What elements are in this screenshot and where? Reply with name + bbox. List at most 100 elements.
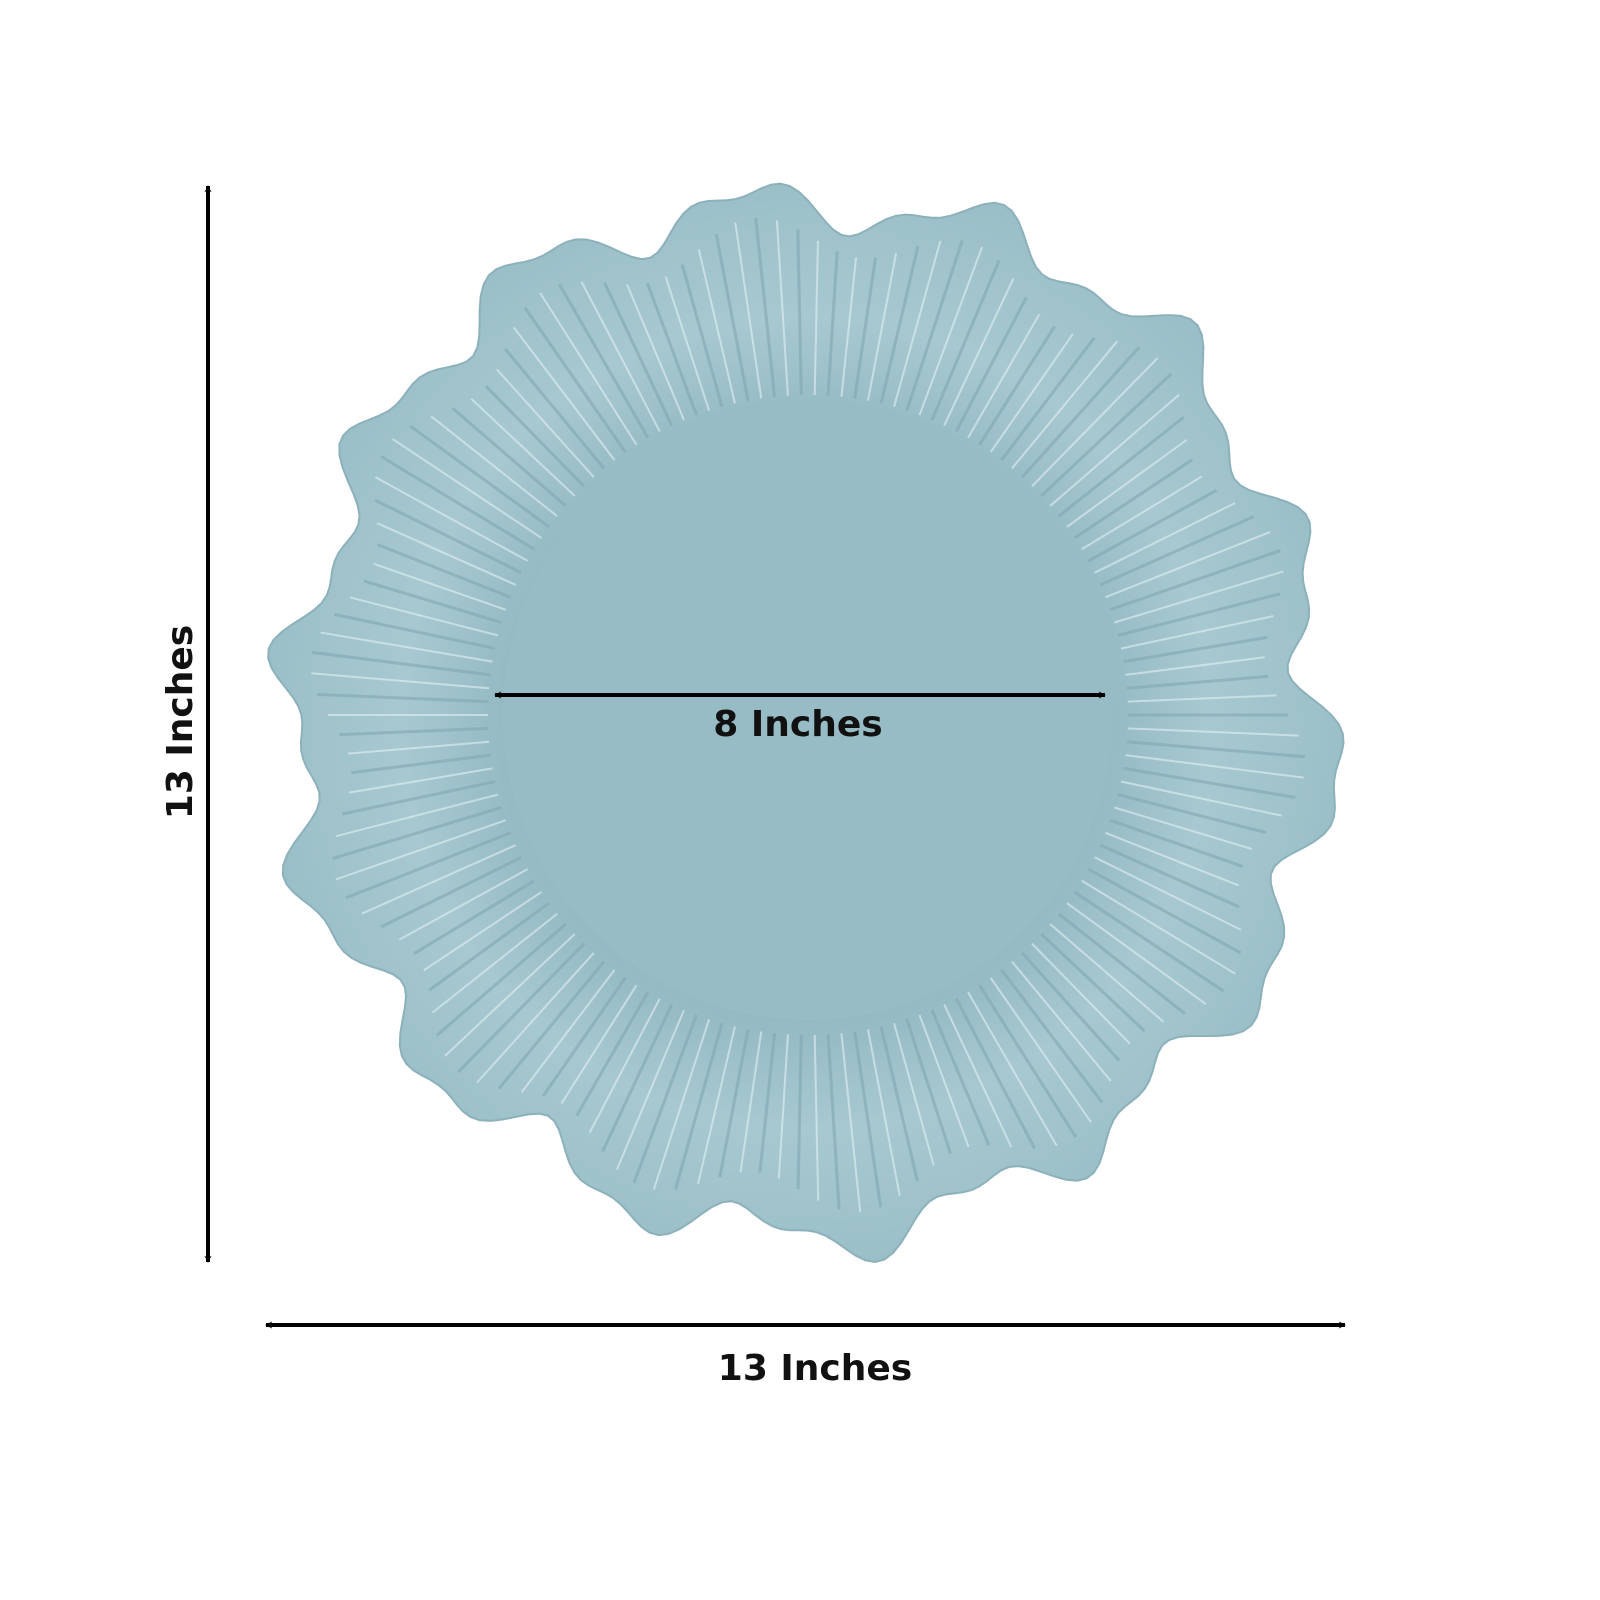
ridge bbox=[1081, 475, 1203, 551]
plate-center bbox=[503, 410, 1113, 1020]
ridge bbox=[866, 252, 898, 401]
ridge bbox=[826, 251, 839, 396]
ridge bbox=[541, 976, 627, 1097]
ridge bbox=[893, 1022, 935, 1166]
ridge bbox=[1126, 740, 1305, 759]
ridge bbox=[866, 1029, 901, 1197]
ridge bbox=[1011, 960, 1112, 1082]
ridge bbox=[379, 454, 536, 551]
ridge bbox=[1011, 340, 1118, 470]
ridge bbox=[1099, 515, 1255, 587]
ridge bbox=[409, 424, 550, 529]
ridge bbox=[334, 612, 496, 650]
ridge bbox=[588, 998, 661, 1133]
ridge bbox=[1127, 694, 1277, 703]
ridge bbox=[1081, 879, 1236, 975]
inner-label: 8 Inches bbox=[713, 704, 882, 745]
ridge bbox=[626, 284, 685, 421]
ridge bbox=[918, 246, 983, 416]
ridge bbox=[978, 984, 1078, 1138]
ridge bbox=[1125, 656, 1265, 676]
ridge bbox=[342, 780, 496, 816]
ridge bbox=[1114, 570, 1284, 624]
ridge bbox=[1057, 416, 1185, 518]
ridge bbox=[943, 277, 1015, 426]
ridge bbox=[423, 891, 543, 972]
ridge bbox=[311, 672, 490, 690]
ridge bbox=[603, 282, 674, 427]
ridge bbox=[813, 1034, 820, 1201]
ridge bbox=[796, 1034, 803, 1190]
ridge bbox=[376, 522, 517, 586]
ridge bbox=[345, 831, 512, 900]
ridge bbox=[1031, 357, 1159, 488]
ridge bbox=[539, 292, 638, 446]
ridge bbox=[520, 969, 616, 1093]
ridge bbox=[1109, 549, 1281, 612]
ridge bbox=[1125, 754, 1304, 779]
ridge bbox=[484, 385, 586, 488]
ridge bbox=[652, 1019, 711, 1190]
ridge bbox=[413, 879, 536, 955]
ridge bbox=[380, 855, 523, 929]
ridge bbox=[754, 217, 777, 397]
ridge bbox=[893, 240, 942, 408]
ridge bbox=[1123, 635, 1268, 664]
ridge bbox=[1127, 727, 1299, 737]
ridge bbox=[714, 233, 750, 401]
ridge bbox=[954, 997, 1036, 1149]
ridge bbox=[813, 240, 819, 396]
ridge bbox=[734, 222, 763, 399]
ridge bbox=[967, 991, 1058, 1147]
ridge bbox=[428, 901, 550, 992]
ridge bbox=[347, 740, 490, 755]
ridge bbox=[616, 1009, 685, 1170]
ridge bbox=[332, 806, 503, 860]
ridge bbox=[451, 406, 567, 508]
ridge bbox=[523, 306, 627, 454]
ridge bbox=[777, 1034, 789, 1179]
ridge bbox=[632, 1014, 698, 1184]
ridge bbox=[840, 1033, 862, 1213]
ridge bbox=[954, 296, 1028, 433]
ridge bbox=[718, 1029, 750, 1178]
ridge bbox=[1120, 615, 1274, 650]
ridge bbox=[430, 415, 558, 518]
ridge bbox=[335, 793, 499, 838]
ridge bbox=[457, 942, 586, 1074]
ridge bbox=[1049, 923, 1165, 1023]
ridge bbox=[967, 313, 1041, 439]
ridge bbox=[376, 543, 512, 599]
ridge bbox=[978, 325, 1056, 446]
ridge bbox=[1049, 393, 1180, 507]
ridge bbox=[1031, 942, 1131, 1045]
ridge bbox=[496, 368, 595, 478]
ridge bbox=[664, 276, 711, 411]
ridge bbox=[348, 767, 493, 794]
ridge bbox=[775, 220, 789, 396]
ridge bbox=[1117, 592, 1281, 637]
ridge bbox=[674, 1022, 724, 1190]
ridge bbox=[853, 1031, 883, 1208]
ridge bbox=[645, 282, 698, 416]
ridge bbox=[1066, 438, 1188, 528]
ridge bbox=[1057, 912, 1186, 1015]
ridge bbox=[1073, 890, 1225, 993]
ridge bbox=[697, 1026, 736, 1185]
ridge bbox=[1126, 674, 1269, 690]
ridge bbox=[373, 562, 507, 611]
ridge bbox=[601, 1003, 674, 1153]
ridge bbox=[905, 239, 964, 412]
ridge bbox=[1087, 867, 1242, 955]
ridge bbox=[918, 1014, 970, 1148]
ridge bbox=[758, 1033, 777, 1173]
width-label: 13 Inches bbox=[718, 1348, 912, 1389]
ridge bbox=[361, 844, 517, 915]
ridge bbox=[374, 498, 523, 575]
ridge bbox=[826, 1034, 841, 1210]
ridge bbox=[497, 960, 606, 1090]
ridge bbox=[435, 922, 567, 1037]
ridge bbox=[1073, 458, 1194, 540]
ridge bbox=[1094, 502, 1236, 574]
ridge bbox=[1105, 831, 1239, 887]
